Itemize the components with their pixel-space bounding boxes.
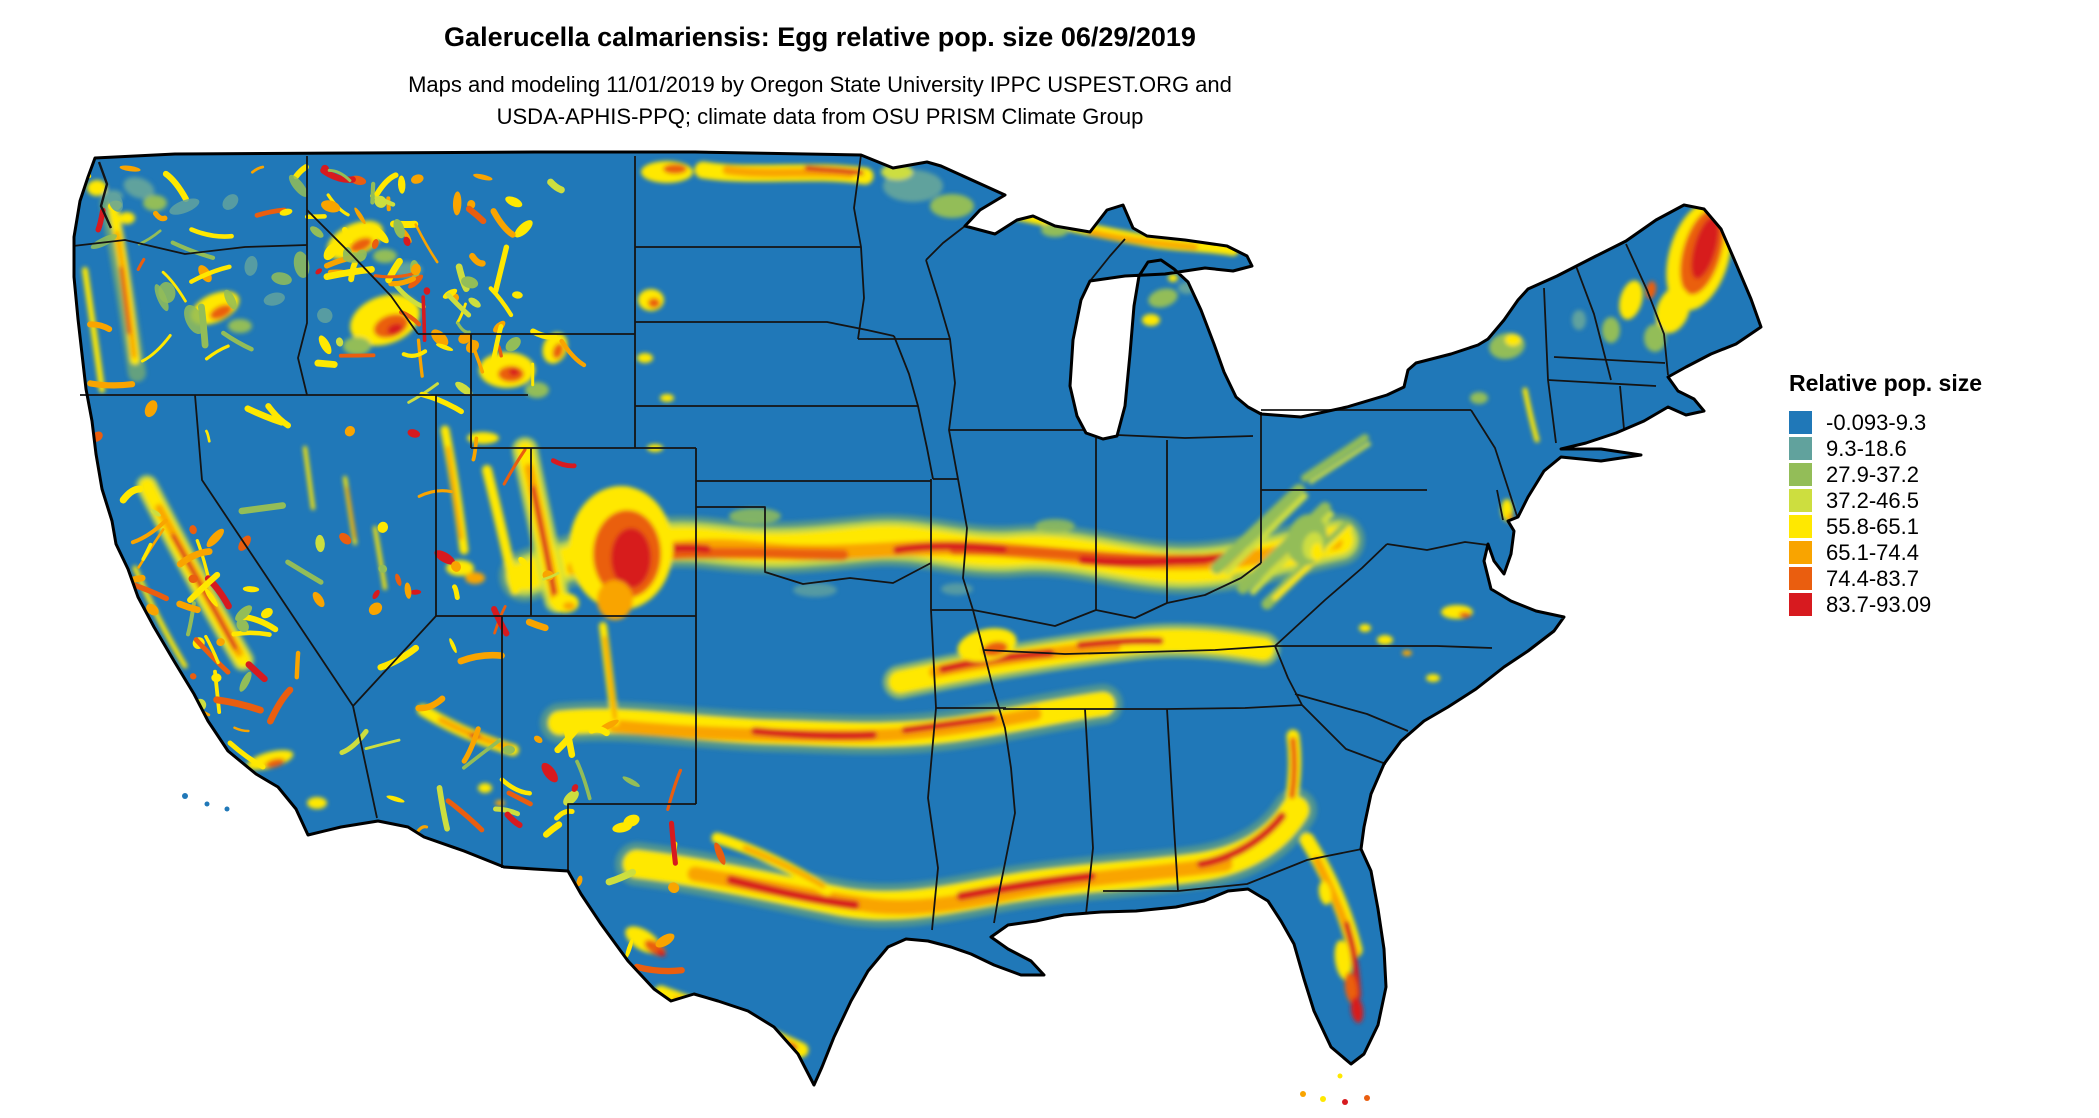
legend-swatch xyxy=(1789,437,1812,460)
legend-swatch xyxy=(1789,541,1812,564)
legend-item: -0.093-9.3 xyxy=(1789,409,1982,435)
legend-label: 74.4-83.7 xyxy=(1826,565,1919,591)
map-svg xyxy=(72,150,1763,1105)
legend-swatch xyxy=(1789,593,1812,616)
legend-items: -0.093-9.3 9.3-18.6 27.9-37.2 37.2-46.5 55.8… xyxy=(1789,409,1982,617)
legend-title: Relative pop. size xyxy=(1789,370,1983,396)
figure-title: Galerucella calmariensis: Egg relative p… xyxy=(444,22,1196,52)
offshore-islands xyxy=(182,793,1370,1105)
legend-item: 55.8-65.1 xyxy=(1789,513,1982,539)
puget-sound-detail xyxy=(97,161,113,229)
legend-item: 74.4-83.7 xyxy=(1789,565,1982,591)
legend-swatch xyxy=(1789,411,1812,434)
us-landmass xyxy=(74,152,1761,1085)
legend-swatch xyxy=(1789,489,1812,512)
us-map xyxy=(55,148,1765,1113)
legend-label: 37.2-46.5 xyxy=(1826,487,1919,513)
legend-label: 55.8-65.1 xyxy=(1826,513,1919,539)
legend-label: 65.1-74.4 xyxy=(1826,539,1919,565)
legend-item: 27.9-37.2 xyxy=(1789,461,1982,487)
legend-item: 65.1-74.4 xyxy=(1789,539,1982,565)
legend-label: 9.3-18.6 xyxy=(1826,435,1907,461)
legend-swatch xyxy=(1789,463,1812,486)
legend-item: 83.7-93.09 xyxy=(1789,591,1982,617)
legend-label: 83.7-93.09 xyxy=(1826,591,1932,617)
legend-item: 9.3-18.6 xyxy=(1789,435,1982,461)
legend-label: 27.9-37.2 xyxy=(1826,461,1919,487)
legend-item: 37.2-46.5 xyxy=(1789,487,1982,513)
us-outline xyxy=(72,150,1763,1087)
subtitle-line-2: USDA-APHIS-PPQ; climate data from OSU PR… xyxy=(496,104,1144,129)
figure-subtitle: Maps and modeling 11/01/2019 by Oregon S… xyxy=(0,69,1640,133)
legend-label: -0.093-9.3 xyxy=(1826,409,1927,435)
figure-header: Galerucella calmariensis: Egg relative p… xyxy=(0,22,1640,133)
subtitle-line-1: Maps and modeling 11/01/2019 by Oregon S… xyxy=(408,72,1232,97)
legend: Relative pop. size -0.093-9.3 9.3-18.6 27.… xyxy=(1789,370,1982,619)
legend-swatch xyxy=(1789,515,1812,538)
state-borders xyxy=(72,154,1669,931)
legend-swatch xyxy=(1789,567,1812,590)
